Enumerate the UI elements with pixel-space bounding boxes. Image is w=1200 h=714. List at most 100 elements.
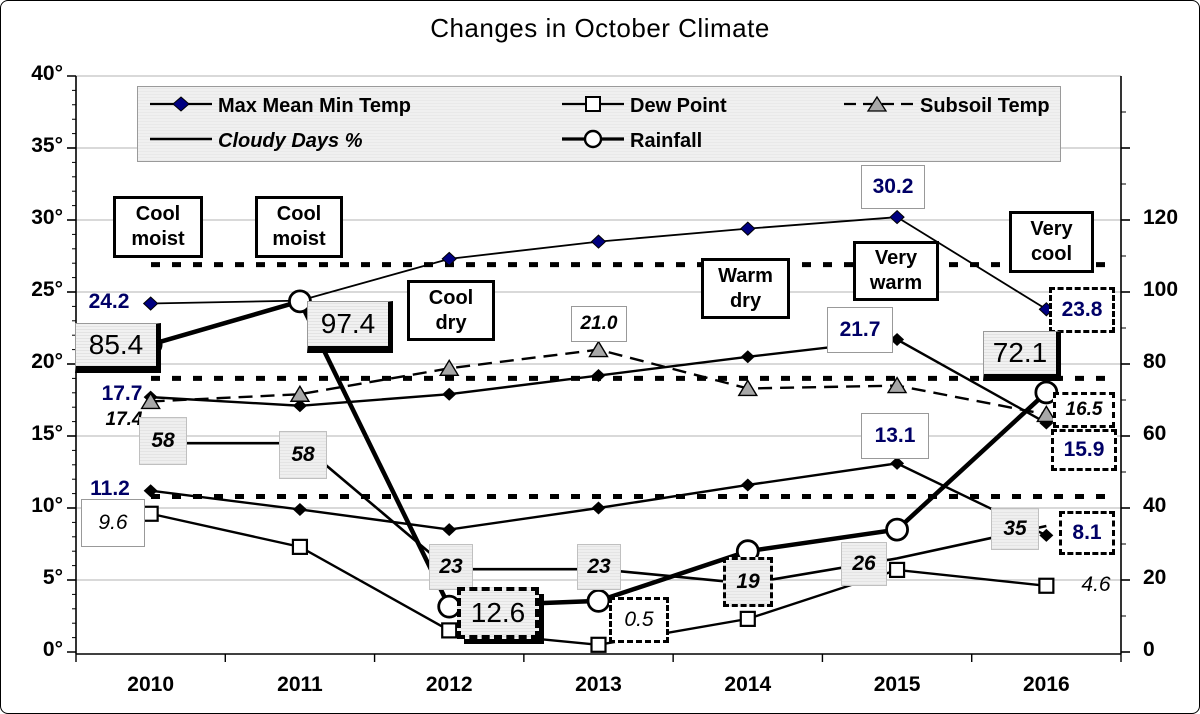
data-label: 11.2 <box>90 477 130 500</box>
legend: Max Mean Min Temp Dew Point Subsoil Temp… <box>137 86 1061 162</box>
chart-title: Changes in October Climate <box>430 13 770 43</box>
legend-item-rainfall: Rainfall <box>562 129 702 153</box>
max-temp-marker <box>590 234 607 249</box>
legend-item-cloudy-days: Cloudy Days % <box>150 129 362 153</box>
legend-label: Cloudy Days % <box>218 129 363 152</box>
legend-item-dew-point: Dew Point <box>562 94 727 118</box>
left-axis-tick-label: 40° <box>31 62 63 85</box>
temp-marker <box>1039 528 1054 542</box>
data-label: 4.6 <box>1081 573 1111 596</box>
category-label-line: moist <box>272 228 326 250</box>
max-temp-marker <box>142 296 159 311</box>
x-axis-tick-label: 2016 <box>1022 673 1070 696</box>
temp-marker <box>890 456 905 470</box>
dew-point-marker <box>142 505 159 522</box>
temp-marker <box>740 478 755 492</box>
subsoil-marker <box>1036 405 1057 423</box>
legend-label: Dew Point <box>630 94 727 117</box>
temp-marker <box>890 333 905 347</box>
category-label: Very warm <box>853 241 939 301</box>
temp-marker <box>143 484 158 498</box>
category-label-line: cool <box>1030 243 1073 265</box>
data-label: 15.9 <box>1051 429 1117 471</box>
max-temp-marker <box>889 209 905 225</box>
x-axis-tick-label: 2011 <box>277 673 323 696</box>
legend-item-max-mean-min-temp: Max Mean Min Temp <box>150 94 411 118</box>
data-label: 16.5 <box>1053 392 1115 428</box>
line-icon <box>150 130 212 153</box>
circle-white-icon <box>562 129 624 154</box>
max-temp-marker <box>740 221 756 236</box>
rainfall-marker <box>586 588 611 613</box>
category-label: Warm dry <box>701 258 790 319</box>
data-label: 21.7 <box>827 307 893 353</box>
data-label: 17.4 <box>105 409 143 430</box>
category-label-line: Cool <box>428 286 474 309</box>
subsoil-marker <box>289 384 311 402</box>
right-axis-tick-label: 60 <box>1143 422 1167 445</box>
temp-marker <box>591 501 606 515</box>
category-label: Cool dry <box>407 280 495 341</box>
data-label: 8.1 <box>1059 511 1115 555</box>
max-temp-marker <box>441 251 457 267</box>
data-label: 12.6 <box>457 587 539 639</box>
temp-marker <box>442 523 457 537</box>
dew-point-marker <box>441 622 458 639</box>
dew-point-marker <box>291 538 309 555</box>
left-axis-tick-label: 20° <box>31 350 63 373</box>
left-axis-tick-label: 25° <box>31 278 63 301</box>
category-label-line: Very <box>874 247 918 269</box>
x-axis-tick-label: 2013 <box>575 673 622 696</box>
temp-marker <box>292 502 307 516</box>
x-axis-tick-label: 2010 <box>127 673 174 696</box>
x-axis-tick-label: 2014 <box>724 673 772 696</box>
square-white-icon <box>562 95 624 118</box>
triangle-gray-icon <box>844 95 914 118</box>
category-label: Cool moist <box>113 196 203 258</box>
data-label: 9.6 <box>81 499 145 547</box>
data-label: 30.2 <box>861 165 925 209</box>
subsoil-marker <box>886 376 908 394</box>
right-axis-tick-label: 0 <box>1143 638 1155 661</box>
temp-marker <box>591 369 606 383</box>
category-label-line: Warm <box>718 264 773 287</box>
subsoil-marker <box>140 392 161 410</box>
dew-point-marker <box>590 636 607 653</box>
category-label-line: Cool <box>135 203 181 225</box>
rainfall-marker <box>885 517 909 542</box>
data-label: 97.4 <box>307 301 393 353</box>
legend-item-subsoil-temp: Subsoil Temp <box>844 94 1050 118</box>
diamond-navy-icon <box>150 95 212 118</box>
data-label: 24.2 <box>88 290 130 313</box>
data-label: 19 <box>723 557 773 607</box>
data-label: 85.4 <box>75 323 161 373</box>
data-label: 23.8 <box>1049 287 1115 333</box>
left-axis-tick-label: 10° <box>31 494 63 517</box>
data-label: 23 <box>577 544 621 590</box>
x-axis-tick-label: 2012 <box>425 673 473 696</box>
data-label: 21.0 <box>571 306 627 342</box>
data-label: 0.5 <box>609 597 669 643</box>
data-label: 23 <box>429 544 473 590</box>
category-label-line: dry <box>435 311 467 334</box>
category-label-line: moist <box>131 228 185 250</box>
left-axis-tick-label: 0° <box>42 638 63 661</box>
dew-point-marker <box>1038 577 1055 594</box>
temp-marker <box>442 387 457 401</box>
right-axis-tick-label: 100 <box>1143 278 1179 301</box>
data-label: 58 <box>279 431 327 479</box>
subsoil-marker <box>737 379 759 397</box>
right-axis-tick-label: 80 <box>1143 350 1167 373</box>
dew-point-marker <box>739 610 756 627</box>
temp-marker <box>740 350 755 364</box>
category-label-line: Cool <box>276 203 322 225</box>
category-label-line: Very <box>1030 218 1073 240</box>
subsoil-marker <box>438 358 460 377</box>
category-label-line: warm <box>869 272 923 294</box>
category-label: Cool moist <box>255 196 343 258</box>
data-label: 72.1 <box>983 331 1061 381</box>
category-label-line: dry <box>729 289 762 312</box>
data-label: 26 <box>841 542 887 586</box>
